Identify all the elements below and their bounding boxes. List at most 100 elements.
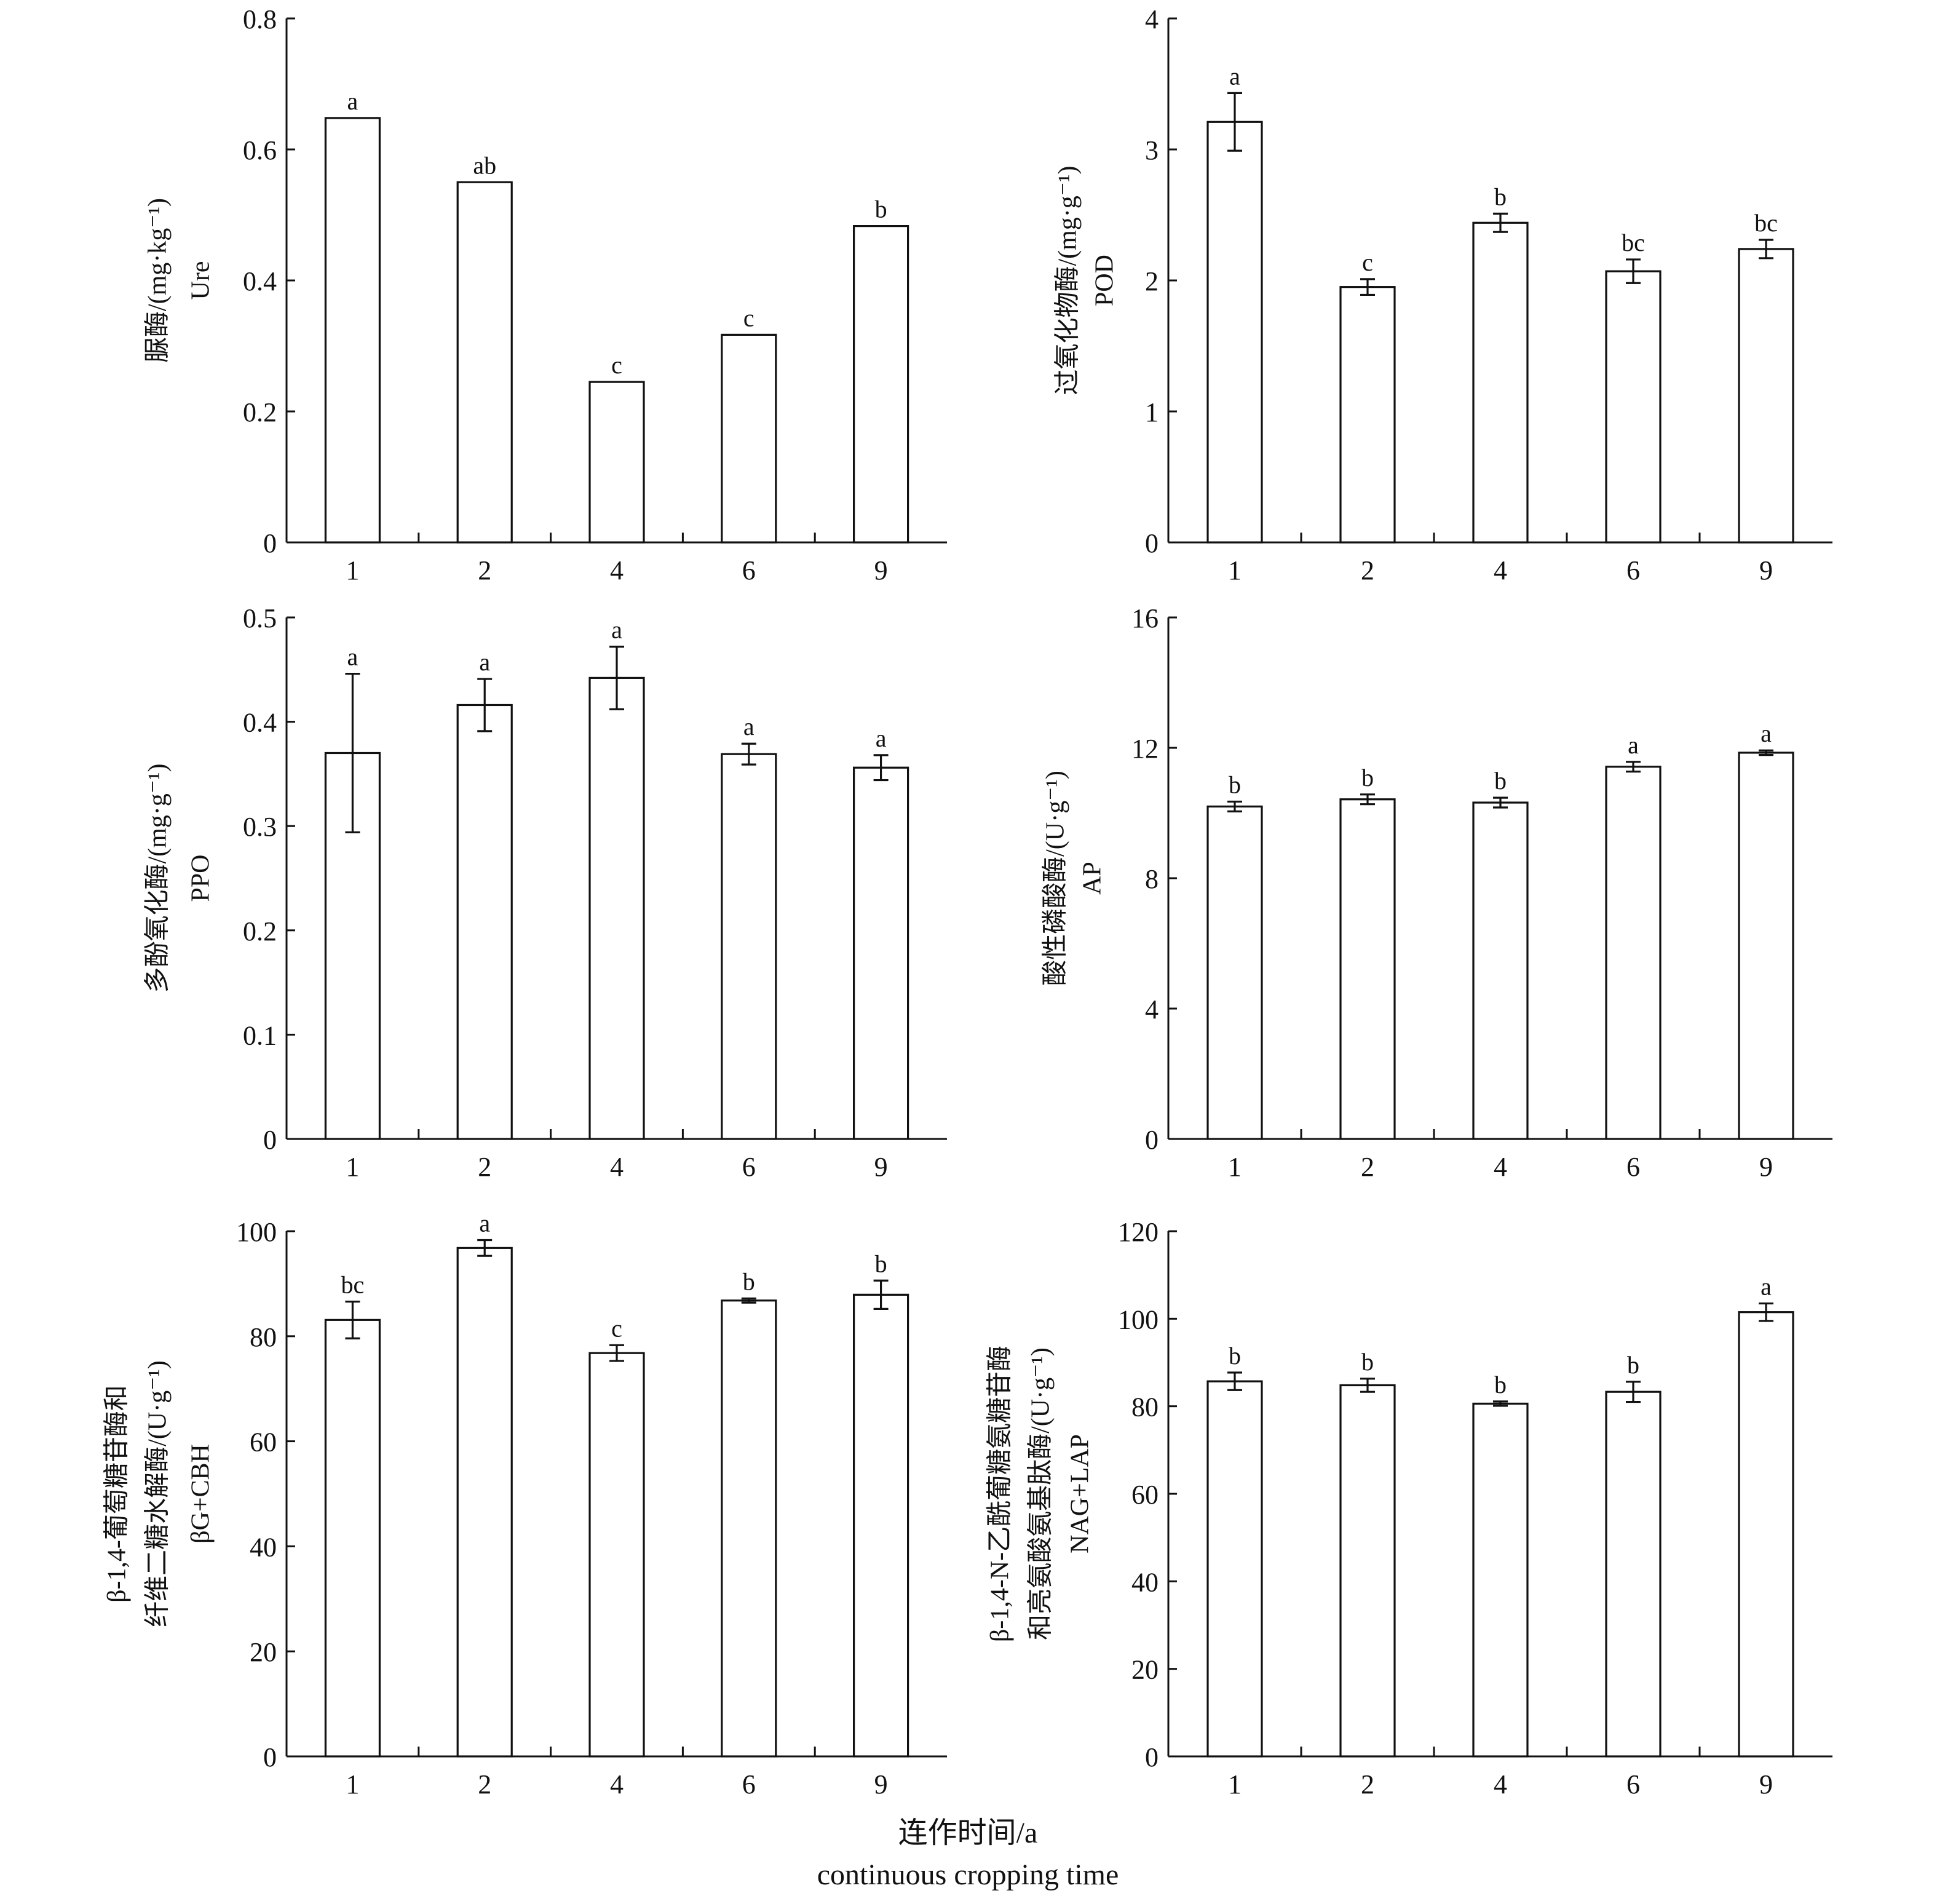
x-tick-label: 9: [874, 1152, 888, 1182]
y-tick-label: 0.3: [243, 812, 277, 842]
bar: [324, 117, 381, 544]
y-tick-label: 60: [250, 1427, 277, 1458]
y-axis-label: βG+CBH: [187, 1444, 215, 1544]
significance-letter: b: [1229, 771, 1241, 798]
x-tick-label: 6: [1626, 1152, 1640, 1182]
y-axis-label: PPO: [187, 854, 215, 902]
y-tick-label: 0: [1145, 1742, 1159, 1772]
significance-letter: c: [743, 304, 755, 331]
significance-letter: b: [1494, 1371, 1507, 1398]
x-tick-label: 6: [742, 555, 756, 585]
y-axis-label: NAG+LAP: [1066, 1434, 1095, 1553]
x-tick-label: 6: [1626, 1769, 1640, 1799]
y-tick-label: 40: [1131, 1567, 1159, 1597]
bar: [1472, 221, 1529, 544]
x-tick-label: 1: [1228, 1152, 1242, 1182]
y-tick-label: 0.2: [243, 916, 277, 946]
x-tick-label: 9: [874, 1769, 888, 1799]
x-tick-label: 1: [346, 1152, 359, 1182]
panel-1: 0 0.2 0.4 0.6 0.8 1 a 2 ab 4 c 6 c 9 b 脲酶/(mg·kg⁻¹) Ure: [144, 4, 947, 585]
x-tick-label: 6: [742, 1152, 756, 1182]
significance-letter: b: [1627, 1351, 1639, 1379]
y-tick-label: 0: [1145, 1125, 1159, 1155]
significance-letter: a: [479, 648, 490, 676]
x-tick-label: 1: [346, 1769, 359, 1799]
bar: [1472, 1402, 1529, 1758]
y-axis-label: 纤维二糖水解酶/(U·g⁻¹): [144, 1360, 172, 1627]
bar: [1206, 1380, 1263, 1758]
y-axis-label: Ure: [187, 261, 215, 300]
bar: [852, 1293, 909, 1758]
y-tick-label: 16: [1131, 603, 1159, 633]
significance-letter: a: [611, 616, 622, 643]
y-tick-label: 20: [1131, 1655, 1159, 1685]
bar: [1738, 752, 1794, 1140]
y-tick-label: 100: [236, 1217, 277, 1247]
y-axis-label: 多酚氧化酶/(mg·g⁻¹): [144, 763, 172, 993]
bar: [1339, 1384, 1396, 1758]
significance-letter: b: [1361, 764, 1374, 791]
x-tick-label: 9: [1759, 1152, 1773, 1182]
bar: [588, 676, 645, 1140]
panel-6: 0 20 40 60 80 100 120 1 b 2 b 4 b 6 b 9 a β-1,4-N-乙酰葡糖氨糖苷…: [986, 1217, 1832, 1799]
x-tick-label: 2: [478, 1152, 491, 1182]
x-tick-label: 2: [1361, 555, 1374, 585]
x-tick-label: 1: [346, 555, 359, 585]
y-tick-label: 0.1: [243, 1020, 277, 1050]
y-tick-label: 0.4: [243, 266, 277, 296]
y-tick-label: 20: [250, 1637, 277, 1667]
y-tick-label: 120: [1118, 1217, 1159, 1247]
significance-letter: a: [347, 643, 358, 671]
x-tick-label: 1: [1228, 555, 1242, 585]
bar: [456, 1247, 513, 1758]
significance-letter: bc: [341, 1271, 365, 1298]
bar: [1738, 1311, 1794, 1758]
y-axis-label: 过氧化物酶/(mg·g⁻¹): [1054, 165, 1082, 395]
x-tick-label: 9: [1759, 1769, 1773, 1799]
y-tick-label: 4: [1145, 994, 1159, 1025]
y-tick-label: 100: [1118, 1304, 1159, 1335]
y-tick-label: 3: [1145, 135, 1159, 165]
x-tick-label: 4: [1494, 1769, 1507, 1799]
x-tick-label: 2: [478, 555, 491, 585]
significance-letter: a: [876, 724, 887, 752]
significance-letter: a: [743, 713, 755, 740]
y-tick-label: 0.8: [243, 4, 277, 34]
bar: [721, 753, 777, 1140]
y-tick-label: 40: [250, 1532, 277, 1562]
significance-letter: c: [1362, 248, 1373, 276]
x-tick-label: 4: [610, 1152, 624, 1182]
x-tick-label: 2: [1361, 1152, 1374, 1182]
bar: [324, 752, 381, 1140]
y-tick-label: 0.4: [243, 708, 277, 738]
significance-letter: a: [1628, 731, 1639, 759]
significance-letter: a: [1229, 62, 1240, 90]
x-tick-label: 4: [1494, 1152, 1507, 1182]
x-tick-label: 2: [478, 1769, 491, 1799]
bar: [852, 225, 909, 544]
significance-letter: b: [875, 196, 887, 223]
bar: [1605, 270, 1662, 544]
y-axis-label: β-1,4-葡萄糖苷酶和: [103, 1385, 132, 1603]
x-tick-label: 9: [1759, 555, 1773, 585]
bar: [1339, 798, 1396, 1140]
y-tick-label: 0.6: [243, 135, 277, 165]
y-tick-label: 0: [263, 528, 277, 558]
significance-letter: b: [1494, 767, 1507, 795]
bar: [1605, 766, 1662, 1140]
bar: [456, 181, 513, 544]
bar: [456, 704, 513, 1140]
x-tick-label: 2: [1361, 1769, 1374, 1799]
significance-letter: bc: [1622, 229, 1645, 256]
significance-letter: b: [875, 1250, 887, 1277]
x-tick-label: 1: [1228, 1769, 1242, 1799]
y-tick-label: 80: [1131, 1392, 1159, 1422]
significance-letter: a: [347, 87, 358, 115]
y-tick-label: 0: [1145, 528, 1159, 558]
significance-letter: bc: [1754, 209, 1778, 237]
y-axis-label: 酸性磷酸酶/(U·g⁻¹): [1042, 771, 1070, 986]
y-tick-label: 0.5: [243, 603, 277, 633]
x-axis-label-en: continuous cropping time: [817, 1858, 1119, 1891]
bar: [852, 766, 909, 1140]
